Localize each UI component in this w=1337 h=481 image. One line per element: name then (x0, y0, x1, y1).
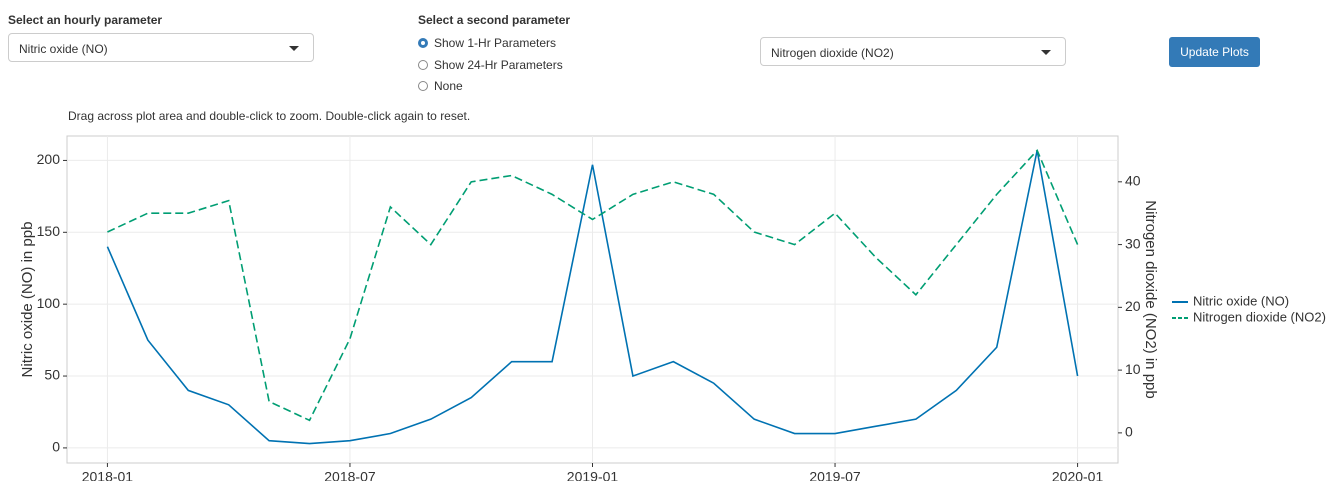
param2-label: Select a second parameter (418, 13, 571, 27)
y-tick-label: 100 (37, 295, 61, 311)
chart: 0 50 100 150 200 0 10 20 30 40 2018-01 2018-07 2019-… (19, 135, 1326, 481)
legend-label: Nitric oxide (NO) (1193, 293, 1289, 308)
radio-option[interactable]: None (418, 79, 463, 93)
param2-value: Nitrogen dioxide (NO2) (771, 46, 894, 60)
y-tick-label: 200 (37, 151, 61, 167)
hint: Drag across plot area and double-click t… (68, 109, 471, 123)
update-button[interactable]: Update Plots (1169, 37, 1260, 67)
x-tick-label: 2018-01 (82, 469, 134, 481)
radio-dot (418, 59, 428, 70)
param1-label: Select an hourly parameter (8, 13, 163, 27)
series-line (107, 148, 1079, 422)
param1-value: Nitric oxide (NO) (19, 42, 108, 56)
y2-tick-label: 20 (1125, 298, 1141, 314)
legend-label: Nitrogen dioxide (NO2) (1193, 309, 1326, 324)
y2-tick-label: 0 (1125, 424, 1133, 440)
y-tick-label: 150 (37, 223, 61, 239)
y-axis-label: Nitric oxide (NO) in ppb (19, 222, 36, 378)
y2-tick-label: 40 (1125, 173, 1141, 189)
radio-label: Show 24-Hr Parameters (434, 57, 563, 72)
x-tick-label: 2019-07 (809, 469, 861, 481)
x-tick-label: 2018-07 (324, 469, 376, 481)
y2-axis-label: Nitrogen dioxide (NO2) in ppb (1142, 200, 1159, 398)
radio-label: None (434, 79, 463, 93)
y2-tick-label: 30 (1125, 235, 1141, 251)
radio-option[interactable]: Show 24-Hr Parameters (418, 58, 563, 72)
radio-option[interactable]: Show 1-Hr Parameters (418, 36, 556, 50)
radio-dot (418, 38, 428, 48)
series-line (106, 150, 1079, 445)
param2-select[interactable]: Nitrogen dioxide (NO2) (760, 37, 1066, 66)
y-tick-label: 50 (44, 367, 60, 383)
y2-tick-label: 10 (1125, 361, 1141, 377)
x-tick-label: 2019-01 (567, 469, 619, 481)
param1-select[interactable]: Nitric oxide (NO) (8, 33, 314, 62)
radio-label: Show 1-Hr Parameters (434, 36, 557, 50)
radio-dot (418, 81, 428, 91)
y-tick-label: 0 (52, 439, 60, 455)
x-tick-label: 2020-01 (1052, 469, 1104, 481)
